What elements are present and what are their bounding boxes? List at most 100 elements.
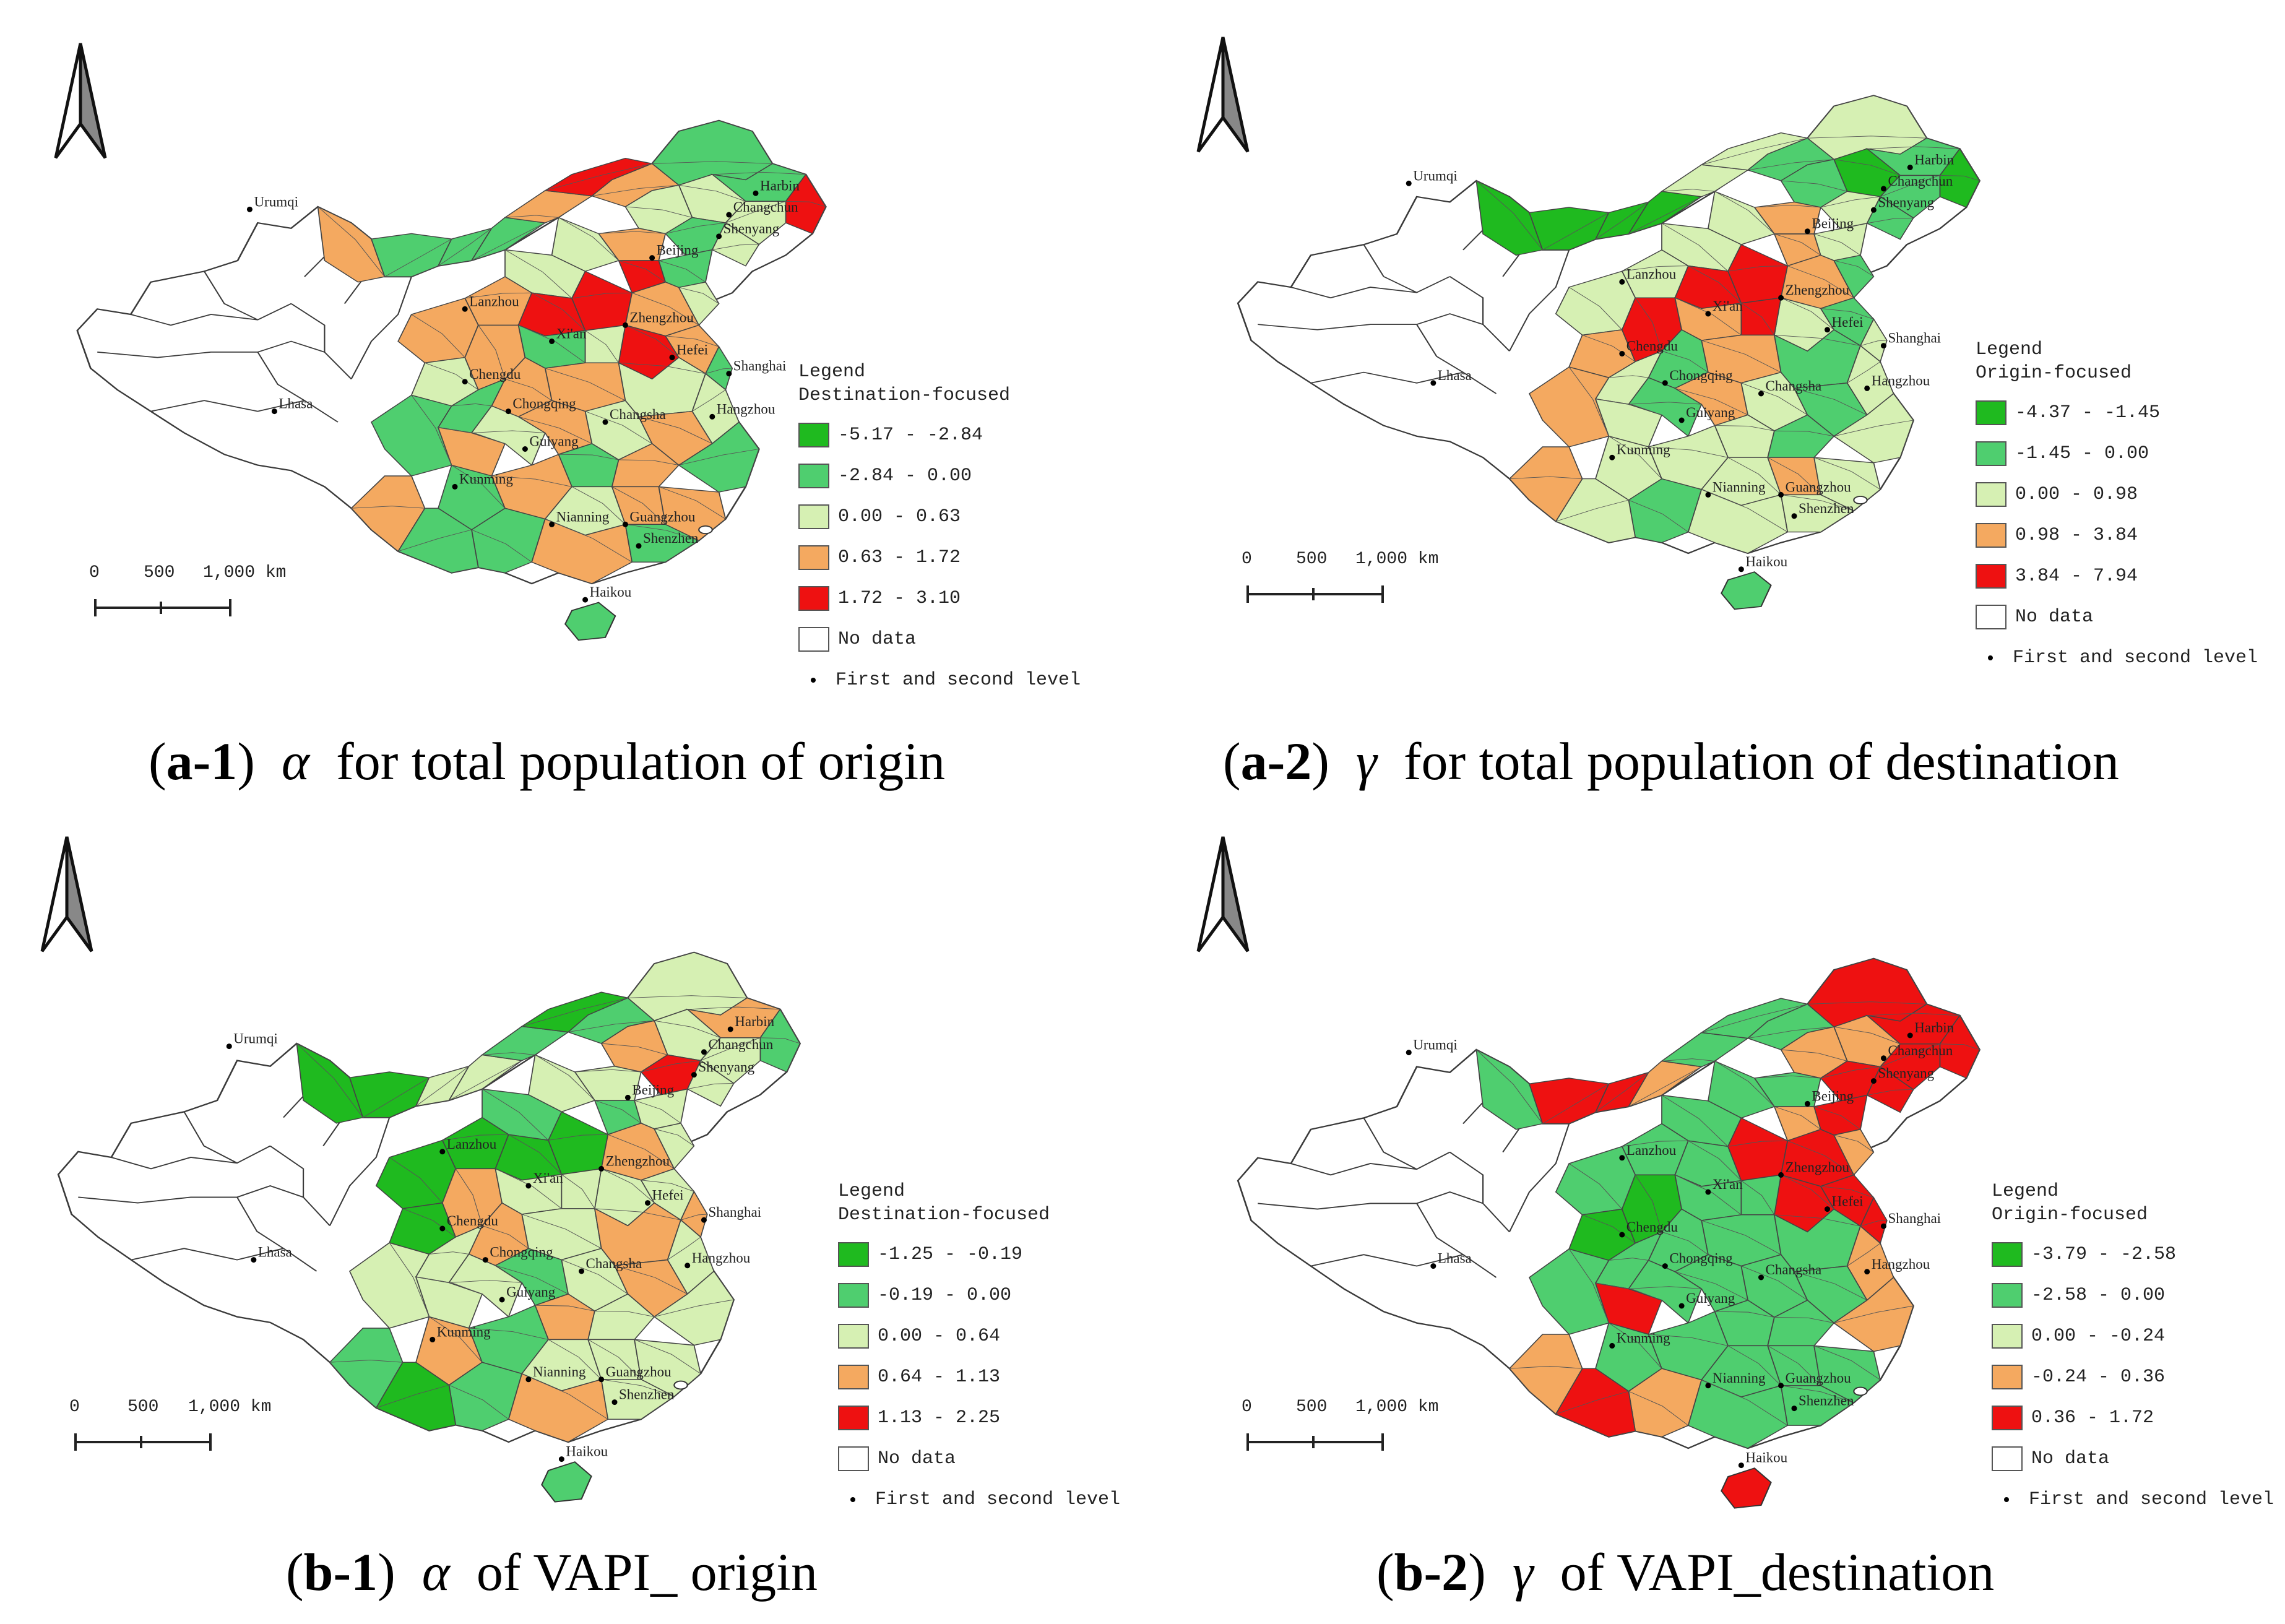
county-boundary: [571, 486, 626, 525]
city-label: Changsha: [1766, 1262, 1822, 1277]
county-boundary: [1834, 159, 1901, 176]
county-boundary: [1781, 1174, 1834, 1209]
legend-class-4: 0.64 - 1.13: [838, 1357, 1120, 1397]
city-label: Zhengzhou: [629, 309, 694, 325]
county-boundary: [1648, 446, 1729, 458]
city-point: [602, 419, 608, 425]
province-boundary: [1290, 1151, 1451, 1176]
city-label: Lhasa: [1438, 368, 1472, 383]
county-boundary: [495, 1265, 569, 1295]
legend-points: First and second level: [1992, 1479, 2274, 1520]
county-boundary: [1787, 266, 1854, 298]
county-boundary: [451, 465, 506, 509]
county-boundary: [638, 416, 713, 444]
county-boundary: [760, 1037, 800, 1044]
county-boundary: [1675, 387, 1748, 415]
county-boundary: [687, 1082, 734, 1090]
city-point: [726, 212, 732, 218]
province-boundary: [269, 1145, 330, 1226]
city-label: Harbin: [735, 1014, 774, 1029]
county-boundary: [1820, 1066, 1881, 1079]
county-boundary: [594, 1310, 655, 1318]
map-region: [503, 190, 594, 223]
legend-class-3: 0.00 - 0.64: [838, 1316, 1120, 1357]
county-boundary: [587, 1339, 642, 1380]
county-boundary: [568, 1020, 655, 1033]
city-point: [1678, 417, 1685, 423]
county-boundary: [678, 287, 719, 304]
map-region: [1767, 414, 1835, 458]
city-point: [1804, 228, 1810, 235]
province-boundary: [1290, 276, 1451, 299]
city-label: Hangzhou: [692, 1250, 751, 1266]
county-boundary: [634, 1339, 701, 1374]
county-boundary: [1675, 297, 1742, 335]
panel-b2: Urumqi Harbin Changchun Shenyang Beijing Lanz…: [1142, 812, 2285, 1624]
china-map: [76, 119, 827, 641]
map-region: [1661, 1032, 1750, 1068]
county-boundary: [535, 1055, 595, 1101]
province-boundary: [183, 1111, 238, 1164]
county-boundary: [1754, 1075, 1821, 1079]
city-label: Hangzhou: [1872, 1256, 1930, 1272]
county-boundary: [1820, 1186, 1874, 1198]
county-boundary: [659, 486, 726, 519]
county-boundary: [504, 378, 552, 401]
city-label: Guangzhou: [606, 1364, 672, 1380]
county-boundary: [1714, 1061, 1775, 1107]
province-boundary: [257, 352, 305, 401]
scale-bar-line: [1246, 1433, 1384, 1451]
county-boundary: [1661, 350, 1709, 373]
county-boundary: [1834, 1026, 1901, 1045]
city-point: [598, 1165, 605, 1172]
city-point: [1738, 566, 1744, 572]
county-boundary: [1628, 499, 1689, 532]
county-boundary: [449, 1280, 522, 1283]
city-point: [1738, 1462, 1744, 1469]
province-boundary: [329, 1117, 391, 1226]
city-label: Haikou: [1745, 1450, 1787, 1466]
city-label: Kunming: [1617, 442, 1670, 457]
city-point: [525, 1376, 532, 1383]
county-boundary: [654, 1299, 734, 1318]
city-point: [1406, 1050, 1412, 1056]
county-boundary: [654, 1128, 694, 1146]
county-boundary: [574, 1069, 641, 1073]
city-label: Chengdu: [469, 366, 521, 382]
county-boundary: [1701, 1380, 1788, 1426]
city-point: [727, 1026, 733, 1032]
city-point: [439, 1149, 446, 1155]
county-boundary: [1609, 436, 1662, 479]
city-point: [636, 543, 642, 549]
county-boundary: [1813, 233, 1861, 256]
county-boundary: [471, 222, 546, 261]
county-boundary: [1609, 1323, 1662, 1369]
province-boundary: [130, 303, 292, 326]
county-boundary: [1622, 266, 1688, 272]
city-label: Beijing: [657, 243, 699, 258]
caption-a1: (a-1) α for total population of origin: [149, 732, 946, 791]
map-region: [1555, 478, 1636, 543]
city-label: Hefei: [652, 1188, 684, 1203]
legend-points: First and second level: [838, 1479, 1120, 1520]
county-boundary: [678, 449, 759, 466]
county-boundary: [1568, 366, 1609, 436]
city-label: Changsha: [586, 1256, 642, 1271]
county-boundary: [1635, 297, 1662, 352]
city-point: [1705, 491, 1711, 498]
province-boundary: [204, 271, 258, 321]
city-label: Urumqi: [1413, 168, 1458, 183]
city-point: [598, 1376, 605, 1383]
legend-no-data: No data: [798, 619, 1081, 660]
china-map: [57, 951, 801, 1503]
city-point: [622, 322, 628, 328]
county-boundary: [1787, 1140, 1854, 1175]
city-label: Lanzhou: [447, 1136, 497, 1152]
county-boundary: [455, 1168, 483, 1226]
city-label: Zhengzhou: [606, 1153, 670, 1168]
county-boundary: [1774, 1106, 1821, 1130]
county-boundary: [1688, 1140, 1742, 1181]
county-boundary: [712, 244, 759, 251]
county-boundary: [1568, 1163, 1623, 1209]
city-label: Chongqing: [1669, 1251, 1733, 1266]
